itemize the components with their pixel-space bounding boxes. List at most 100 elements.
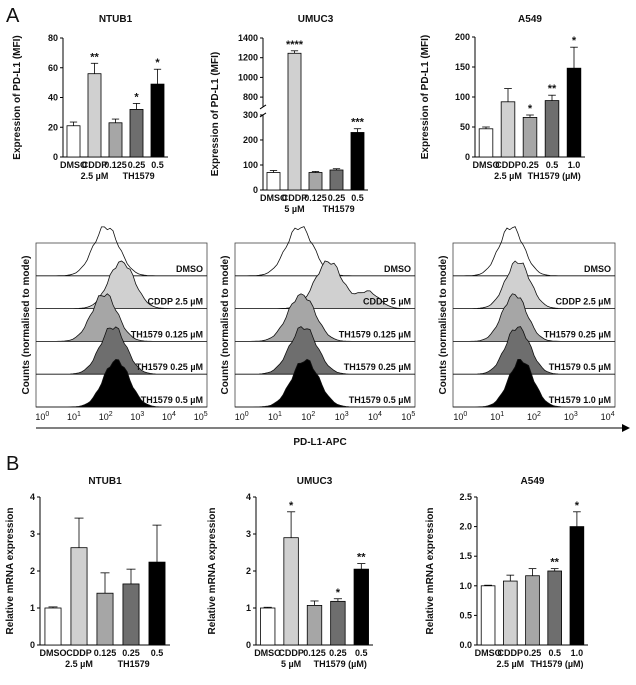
flow-sample-label: TH1579 0.25 µM	[544, 329, 611, 339]
y-tick-label: 0	[253, 185, 258, 195]
flow-histogram-trace	[36, 260, 207, 309]
flow-tick-label: 100	[235, 411, 249, 422]
flow-tick-exponent: 5	[411, 411, 415, 418]
flow-histogram-trace	[36, 226, 207, 277]
chart-title: UMUC3	[298, 14, 334, 25]
bar	[108, 122, 123, 158]
x-tick-label: DMSO	[60, 160, 87, 170]
bar	[96, 592, 114, 646]
flow-tick-label: 105	[401, 411, 415, 422]
y-tick-label: 200	[243, 135, 258, 145]
y-axis-label: Expression of PD-L1 (MFI)	[420, 35, 431, 159]
panel-a-flow-histograms: PD-L1-APC DMSO CDDP 2.5 µM TH1579 0.125 µM…	[21, 226, 630, 448]
flow-y-axis-label: Counts (normalised to mode)	[220, 256, 231, 395]
bar	[260, 607, 276, 646]
cddp-dose-label: 2.5 µM	[496, 659, 524, 669]
flow-tick-exponent: 3	[345, 411, 349, 418]
x-tick-label: 0.125	[104, 160, 127, 170]
th1579-group-label: TH1579 (µM)	[530, 659, 583, 669]
significance-marker: *	[289, 500, 294, 512]
flow-sample-label: TH1579 0.5 µM	[141, 395, 203, 405]
bar	[44, 607, 62, 646]
bar	[148, 561, 166, 646]
flow-tick-exponent: 1	[278, 411, 282, 418]
x-tick-label: DMSO	[40, 648, 67, 658]
significance-marker: *	[575, 500, 580, 512]
flow-tick-exponent: 0	[463, 411, 467, 418]
chart-title: NTUB1	[88, 476, 122, 487]
bar	[129, 109, 144, 158]
y-tick-label: 1	[246, 603, 251, 613]
y-tick-label: 1.0	[459, 581, 472, 591]
flow-sample-label: TH1579 0.25 µM	[136, 362, 203, 372]
flow-sample-label: CDDP 5 µM	[363, 297, 411, 307]
x-tick-label: 0.25	[122, 648, 140, 658]
bar-chart-a-ntub1: NTUB1 0 20 40 60 80 Expression of PD-L1 (MFI) D…	[12, 14, 168, 181]
flow-sample-label: TH1579 0.5 µM	[549, 362, 611, 372]
y-tick-label: 1400	[238, 33, 258, 43]
x-tick-label: DMSO	[260, 193, 287, 203]
flow-tick-exponent: 3	[574, 411, 578, 418]
flow-tick-label: 100	[35, 411, 49, 422]
bar	[287, 52, 302, 191]
flow-tick-label: 102	[99, 411, 113, 422]
flow-tick-exponent: 4	[611, 411, 615, 418]
significance-marker: **	[550, 557, 559, 569]
bar	[266, 172, 281, 191]
significance-marker: *	[336, 587, 341, 599]
flow-tick-exponent: 4	[172, 411, 176, 418]
flow-tick-label: 104	[162, 411, 176, 422]
flow-tick-label: 101	[490, 411, 504, 422]
y-tick-label: 0	[465, 152, 470, 162]
flow-sample-label: CDDP 2.5 µM	[555, 297, 611, 307]
cddp-dose-label: 5 µM	[281, 659, 301, 669]
bar-chart-b-a549: A549 0.0 0.5 1.0 1.5 2.0 2.5 Relative mRNA expr…	[425, 476, 588, 669]
y-tick-label: 0	[246, 640, 251, 650]
x-tick-label: DMSO	[475, 648, 502, 658]
flow-histogram-panel-2: DMSO CDDP 5 µM TH1579 0.125 µM TH1579 0.25 …	[220, 226, 416, 422]
flow-sample-label: TH1579 0.5 µM	[349, 395, 411, 405]
th1579-group-label: TH1579 (µM)	[528, 171, 581, 181]
flow-tick-label: 104	[368, 411, 382, 422]
y-tick-label: 2.5	[459, 492, 472, 502]
flow-tick-label: 101	[67, 411, 81, 422]
bar	[544, 100, 560, 158]
flow-sample-label: TH1579 1.0 µM	[549, 395, 611, 405]
y-tick-label: 800	[243, 92, 258, 102]
chart-title: UMUC3	[297, 476, 333, 487]
panel-a-bar-charts: NTUB1 0 20 40 60 80 Expression of PD-L1 (MFI) D…	[12, 14, 585, 214]
x-tick-label: 0.25	[328, 193, 346, 203]
cddp-dose-label: 5 µM	[284, 204, 304, 214]
y-tick-label: 0	[30, 640, 35, 650]
bar	[525, 575, 540, 646]
flow-sample-label: CDDP 2.5 µM	[147, 297, 203, 307]
flow-histogram-trace	[235, 260, 415, 309]
flow-sample-label: DMSO	[384, 264, 411, 274]
x-tick-label: 0.5	[351, 193, 364, 203]
bar	[87, 73, 102, 158]
flow-tick-label: 104	[601, 411, 615, 422]
flow-histogram-trace	[235, 358, 415, 408]
flow-sample-label: TH1579 0.125 µM	[339, 329, 411, 339]
flow-tick-exponent: 1	[500, 411, 504, 418]
flow-histogram-trace	[453, 326, 615, 375]
significance-marker: **	[548, 83, 557, 95]
th1579-group-label: TH1579	[123, 171, 155, 181]
bar-chart-a-umuc3: UMUC3 0 100 200 300 800 1000 1200 1400 Expression…	[210, 14, 368, 214]
bar	[283, 537, 299, 646]
y-tick-label: 20	[48, 122, 58, 132]
flow-histogram-trace	[453, 293, 615, 342]
y-tick-label: 40	[48, 93, 58, 103]
th1579-group-label: TH1579	[118, 659, 150, 669]
bar	[353, 568, 369, 646]
bar	[70, 547, 88, 646]
y-tick-label: 0	[53, 152, 58, 162]
x-tick-label: 1.0	[568, 160, 581, 170]
th1579-group-label: TH1579 (µM)	[314, 659, 367, 669]
x-tick-label: 0.125	[303, 648, 326, 658]
y-tick-label: 50	[460, 122, 470, 132]
significance-marker: *	[155, 57, 160, 69]
bar	[122, 583, 140, 646]
flow-histogram-trace	[453, 260, 615, 309]
